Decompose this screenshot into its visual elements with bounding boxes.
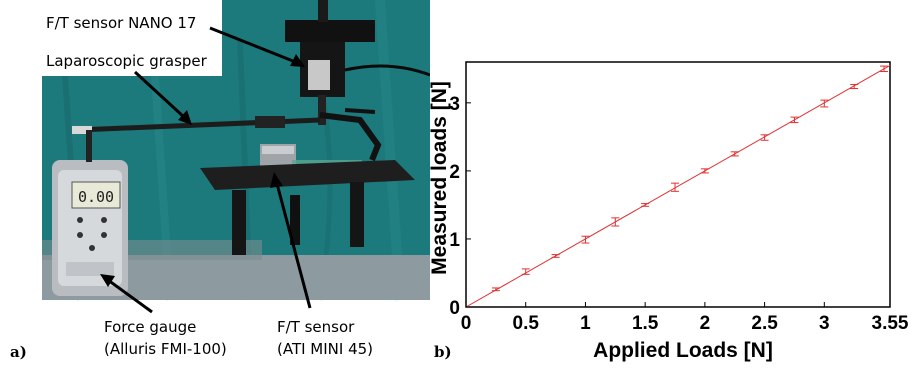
x-tick-label: 2 — [700, 313, 711, 334]
x-ticks: 0 0.5 1 1.5 2 2.5 3 3.55 — [461, 302, 909, 334]
plot-frame — [465, 61, 891, 308]
calibration-chart: 0 0.5 1 1.5 2 2.5 3 3.55 0 1 2 3 Applied Loads [N]… — [428, 61, 909, 362]
arrow-ft-sensor — [274, 179, 312, 309]
arrow-grasper-head — [178, 110, 192, 125]
label-ft-sensor-nano: F/T sensor NANO 17 — [46, 14, 197, 32]
annotation-arrows — [100, 26, 312, 314]
y-ticks: 0 1 2 3 — [449, 94, 471, 319]
data-point — [790, 116, 799, 124]
arrow-force-gauge-head — [100, 274, 115, 287]
data-point — [521, 268, 530, 275]
data-point — [880, 65, 889, 73]
y-tick-label: 1 — [449, 230, 460, 251]
x-tick-label: 0.5 — [513, 313, 540, 334]
y-tick-label: 3 — [449, 94, 460, 115]
label-ft-sensor: F/T sensor — [277, 318, 355, 336]
panel-letter-b: b) — [434, 343, 452, 361]
fit-line-layer — [465, 64, 891, 308]
x-tick-label: 2.5 — [751, 313, 778, 334]
data-point — [671, 182, 680, 192]
experimental-setup-photo-panel: 0.00 F/T sensor NANO 17 Laparoscopic gra… — [0, 0, 431, 367]
x-tick-label: 1 — [580, 313, 591, 334]
error-bars-layer — [491, 65, 889, 292]
x-axis-label: Applied Loads [N] — [593, 339, 773, 362]
x-tick-label: 3.55 — [872, 313, 909, 334]
data-point — [551, 254, 560, 258]
experimental-setup-photo: 0.00 — [0, 0, 431, 367]
calibration-chart-panel: 0 0.5 1 1.5 2 2.5 3 3.55 0 1 2 3 Applied Loads [N]… — [428, 0, 911, 367]
arrow-nano-sensor-head — [290, 54, 305, 67]
panel-letter-a: a) — [10, 343, 27, 361]
data-point — [641, 203, 650, 207]
arrow-ft-sensor-head — [270, 172, 283, 188]
photo-image — [42, 0, 431, 301]
data-point — [820, 99, 829, 108]
data-point — [491, 287, 500, 292]
plot-area — [465, 61, 891, 308]
y-tick-label: 2 — [449, 162, 460, 183]
arrow-grasper — [133, 70, 187, 120]
gauge-display-reading: 0.00 — [78, 188, 114, 206]
data-point — [581, 235, 590, 244]
data-point — [850, 83, 859, 90]
x-tick-label: 1.5 — [632, 313, 659, 334]
data-point — [611, 217, 620, 227]
arrow-nano-sensor — [209, 26, 299, 65]
x-tick-label: 0 — [461, 313, 472, 334]
data-point — [760, 134, 769, 141]
label-ft-sensor-model: (ATI MINI 45) — [277, 340, 374, 358]
label-force-gauge: Force gauge — [104, 318, 197, 336]
label-force-gauge-model: (Alluris FMI-100) — [104, 340, 227, 358]
data-point — [700, 168, 709, 174]
label-laparoscopic-grasper: Laparoscopic grasper — [46, 52, 207, 70]
x-tick-label: 3 — [819, 313, 830, 334]
y-tick-label: 0 — [449, 298, 460, 319]
arrow-force-gauge — [107, 278, 153, 314]
data-point — [730, 151, 739, 157]
fit-line — [465, 64, 891, 308]
y-axis-label: Measured loads [N] — [430, 81, 451, 275]
